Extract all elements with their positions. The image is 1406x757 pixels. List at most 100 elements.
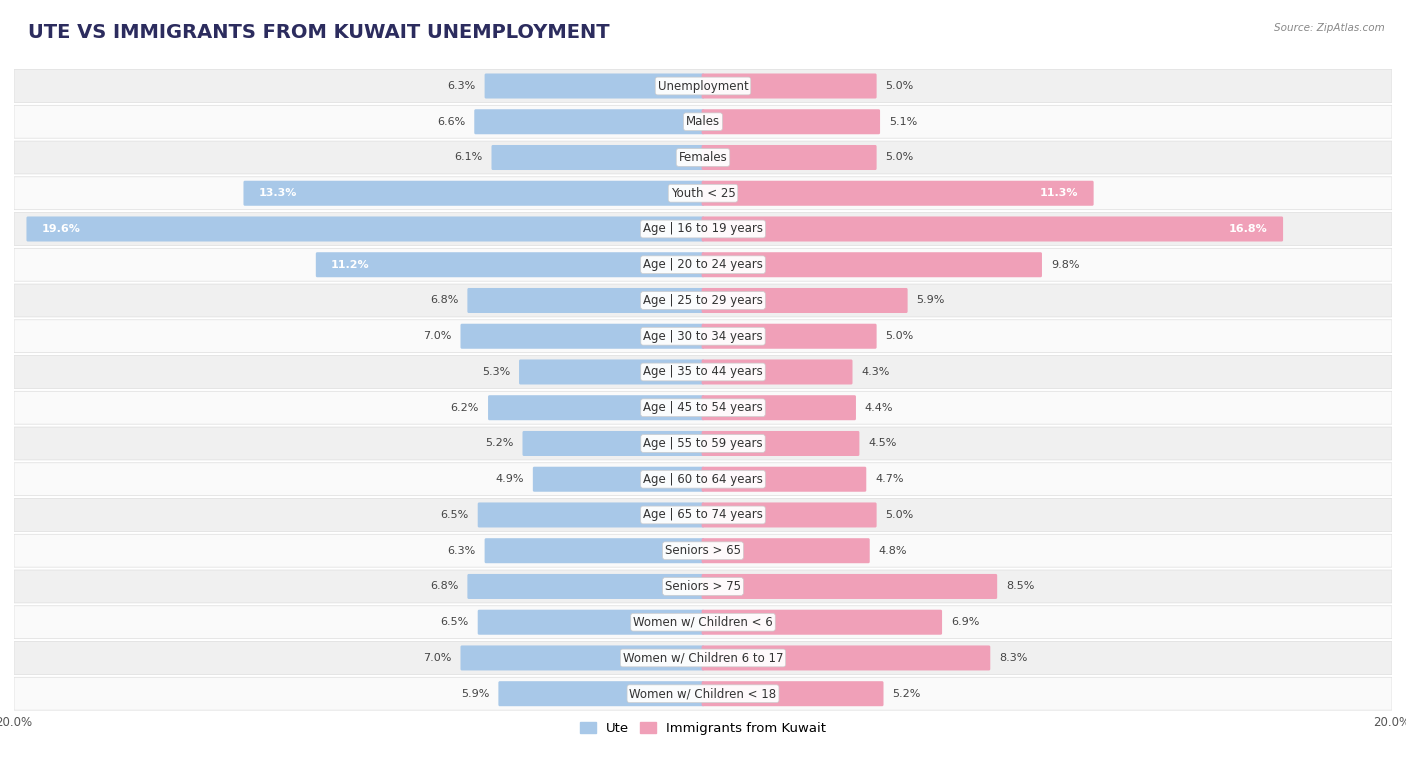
Text: 6.3%: 6.3% <box>447 81 475 91</box>
FancyBboxPatch shape <box>14 177 1392 210</box>
Text: Women w/ Children < 18: Women w/ Children < 18 <box>630 687 776 700</box>
Text: 6.8%: 6.8% <box>430 295 458 306</box>
FancyBboxPatch shape <box>14 534 1392 567</box>
Text: Youth < 25: Youth < 25 <box>671 187 735 200</box>
FancyBboxPatch shape <box>14 319 1392 353</box>
Text: 5.0%: 5.0% <box>886 81 914 91</box>
Text: 5.9%: 5.9% <box>461 689 489 699</box>
Text: 4.5%: 4.5% <box>869 438 897 448</box>
FancyBboxPatch shape <box>478 503 704 528</box>
Text: 11.2%: 11.2% <box>330 260 370 269</box>
FancyBboxPatch shape <box>702 395 856 420</box>
Text: Age | 25 to 29 years: Age | 25 to 29 years <box>643 294 763 307</box>
Text: Women w/ Children < 6: Women w/ Children < 6 <box>633 615 773 629</box>
Text: Age | 55 to 59 years: Age | 55 to 59 years <box>643 437 763 450</box>
FancyBboxPatch shape <box>519 360 704 385</box>
Text: Age | 30 to 34 years: Age | 30 to 34 years <box>643 330 763 343</box>
FancyBboxPatch shape <box>702 646 990 671</box>
FancyBboxPatch shape <box>14 284 1392 317</box>
FancyBboxPatch shape <box>702 181 1094 206</box>
FancyBboxPatch shape <box>485 73 704 98</box>
FancyBboxPatch shape <box>14 70 1392 102</box>
FancyBboxPatch shape <box>702 503 876 528</box>
FancyBboxPatch shape <box>702 145 876 170</box>
Text: Males: Males <box>686 115 720 128</box>
Text: 5.2%: 5.2% <box>485 438 513 448</box>
FancyBboxPatch shape <box>14 427 1392 460</box>
Text: 8.5%: 8.5% <box>1007 581 1035 591</box>
FancyBboxPatch shape <box>467 288 704 313</box>
Text: 4.3%: 4.3% <box>862 367 890 377</box>
Text: 6.6%: 6.6% <box>437 117 465 126</box>
FancyBboxPatch shape <box>14 141 1392 174</box>
Text: 6.3%: 6.3% <box>447 546 475 556</box>
FancyBboxPatch shape <box>14 606 1392 639</box>
FancyBboxPatch shape <box>14 213 1392 245</box>
FancyBboxPatch shape <box>14 499 1392 531</box>
Text: 5.2%: 5.2% <box>893 689 921 699</box>
FancyBboxPatch shape <box>702 681 883 706</box>
Text: Age | 35 to 44 years: Age | 35 to 44 years <box>643 366 763 378</box>
FancyBboxPatch shape <box>702 109 880 134</box>
Text: 6.5%: 6.5% <box>440 510 468 520</box>
Text: 4.7%: 4.7% <box>875 474 904 484</box>
Text: Age | 45 to 54 years: Age | 45 to 54 years <box>643 401 763 414</box>
Text: 6.2%: 6.2% <box>451 403 479 413</box>
FancyBboxPatch shape <box>702 73 876 98</box>
FancyBboxPatch shape <box>702 538 870 563</box>
Text: 11.3%: 11.3% <box>1040 188 1078 198</box>
Text: 5.1%: 5.1% <box>889 117 917 126</box>
FancyBboxPatch shape <box>702 324 876 349</box>
Text: Seniors > 65: Seniors > 65 <box>665 544 741 557</box>
FancyBboxPatch shape <box>702 574 997 599</box>
FancyBboxPatch shape <box>488 395 704 420</box>
Text: Age | 16 to 19 years: Age | 16 to 19 years <box>643 223 763 235</box>
FancyBboxPatch shape <box>702 609 942 634</box>
FancyBboxPatch shape <box>14 105 1392 139</box>
FancyBboxPatch shape <box>702 252 1042 277</box>
FancyBboxPatch shape <box>702 288 908 313</box>
FancyBboxPatch shape <box>14 570 1392 603</box>
Text: 6.9%: 6.9% <box>950 617 980 628</box>
Text: 6.8%: 6.8% <box>430 581 458 591</box>
FancyBboxPatch shape <box>485 538 704 563</box>
Text: Source: ZipAtlas.com: Source: ZipAtlas.com <box>1274 23 1385 33</box>
Text: 6.1%: 6.1% <box>454 152 482 163</box>
FancyBboxPatch shape <box>702 431 859 456</box>
Text: 4.9%: 4.9% <box>495 474 524 484</box>
Text: Seniors > 75: Seniors > 75 <box>665 580 741 593</box>
Text: 7.0%: 7.0% <box>423 332 451 341</box>
FancyBboxPatch shape <box>14 678 1392 710</box>
FancyBboxPatch shape <box>702 467 866 492</box>
FancyBboxPatch shape <box>474 109 704 134</box>
Text: Unemployment: Unemployment <box>658 79 748 92</box>
FancyBboxPatch shape <box>316 252 704 277</box>
Text: 4.4%: 4.4% <box>865 403 893 413</box>
Text: 7.0%: 7.0% <box>423 653 451 663</box>
FancyBboxPatch shape <box>533 467 704 492</box>
FancyBboxPatch shape <box>14 248 1392 281</box>
Text: 19.6%: 19.6% <box>42 224 80 234</box>
FancyBboxPatch shape <box>702 217 1284 241</box>
Text: 5.3%: 5.3% <box>482 367 510 377</box>
Text: 5.0%: 5.0% <box>886 510 914 520</box>
Legend: Ute, Immigrants from Kuwait: Ute, Immigrants from Kuwait <box>575 716 831 740</box>
FancyBboxPatch shape <box>461 324 704 349</box>
Text: Women w/ Children 6 to 17: Women w/ Children 6 to 17 <box>623 652 783 665</box>
Text: 16.8%: 16.8% <box>1229 224 1268 234</box>
FancyBboxPatch shape <box>498 681 704 706</box>
FancyBboxPatch shape <box>702 360 852 385</box>
FancyBboxPatch shape <box>478 609 704 634</box>
Text: 9.8%: 9.8% <box>1050 260 1080 269</box>
Text: Age | 20 to 24 years: Age | 20 to 24 years <box>643 258 763 271</box>
FancyBboxPatch shape <box>492 145 704 170</box>
FancyBboxPatch shape <box>461 646 704 671</box>
Text: 5.9%: 5.9% <box>917 295 945 306</box>
FancyBboxPatch shape <box>523 431 704 456</box>
Text: UTE VS IMMIGRANTS FROM KUWAIT UNEMPLOYMENT: UTE VS IMMIGRANTS FROM KUWAIT UNEMPLOYME… <box>28 23 610 42</box>
Text: 8.3%: 8.3% <box>1000 653 1028 663</box>
Text: 6.5%: 6.5% <box>440 617 468 628</box>
FancyBboxPatch shape <box>243 181 704 206</box>
FancyBboxPatch shape <box>467 574 704 599</box>
Text: 4.8%: 4.8% <box>879 546 907 556</box>
